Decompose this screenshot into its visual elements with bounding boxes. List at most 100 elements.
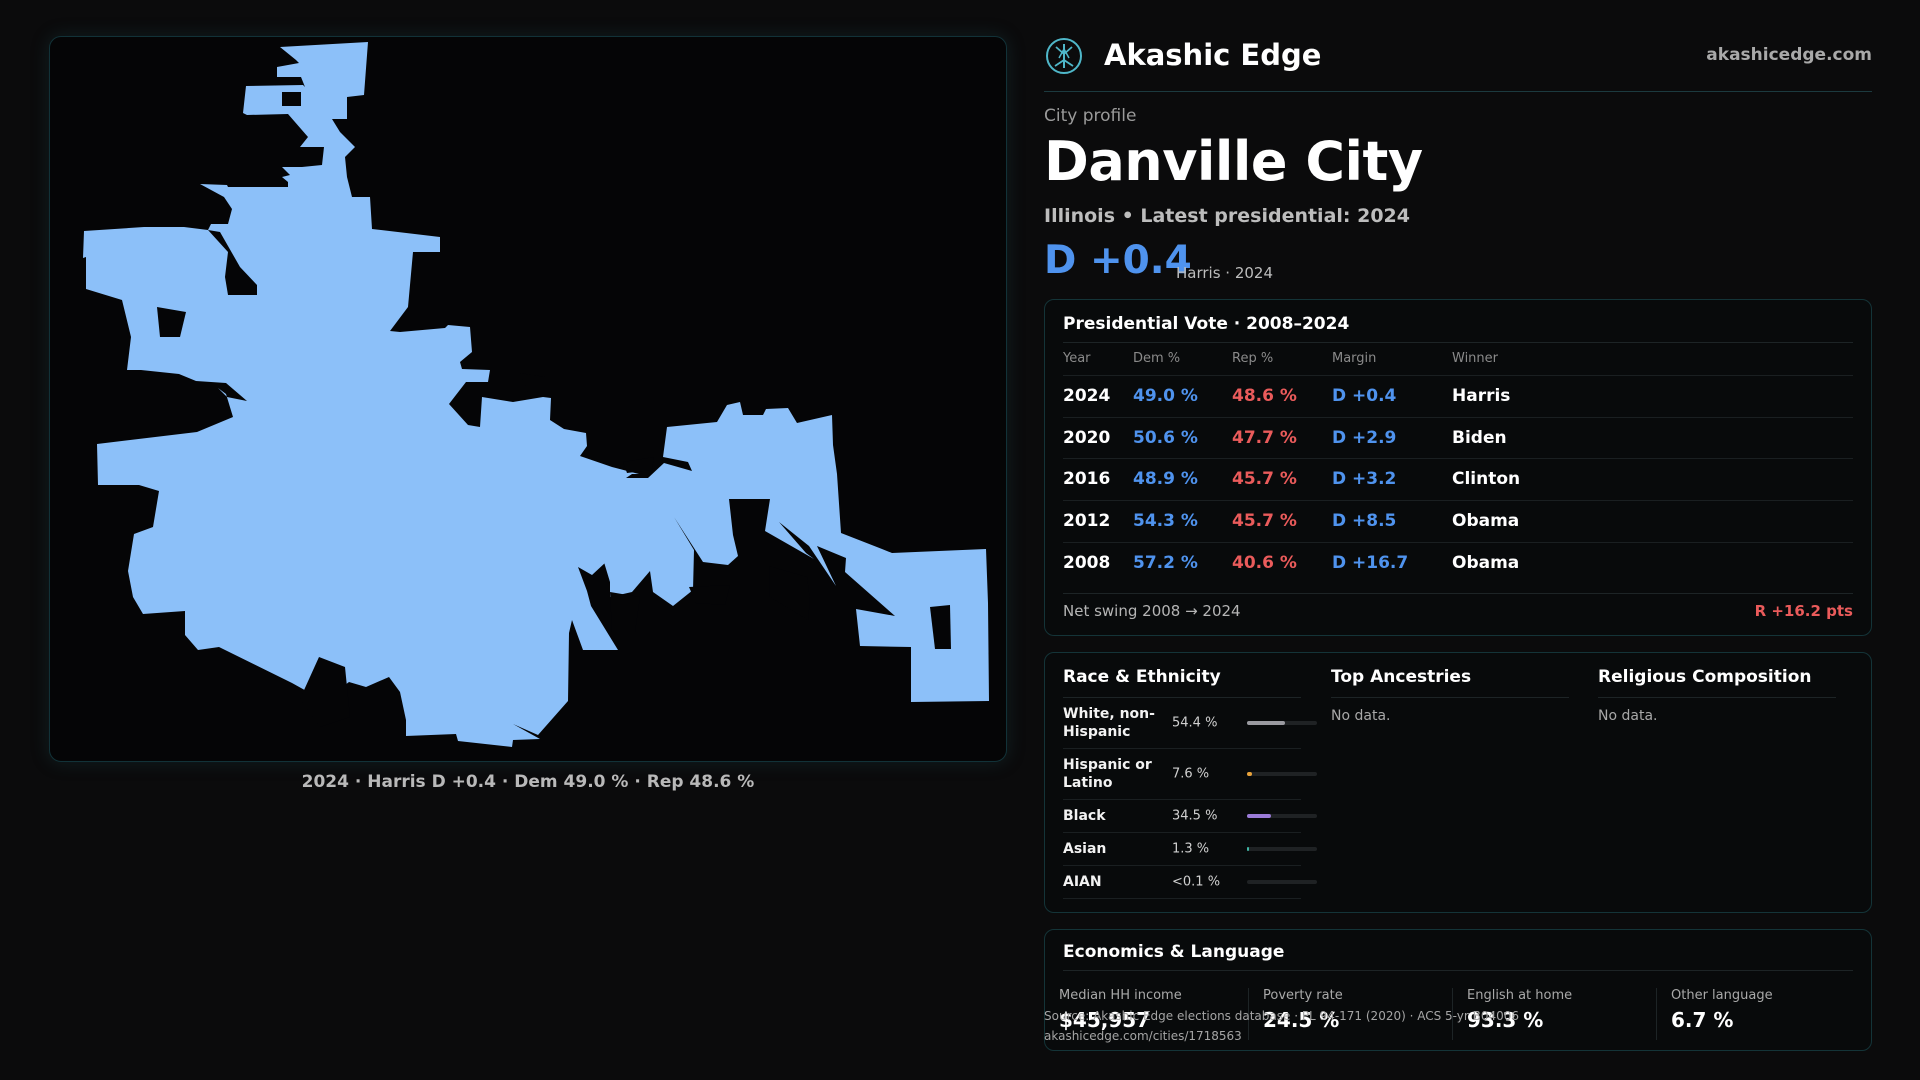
race-percent: 1.3 % bbox=[1172, 841, 1210, 857]
race-percent: 54.4 % bbox=[1172, 715, 1218, 731]
race-ethnicity-section: Race & Ethnicity White, non-Hispanic 54.4… bbox=[1063, 667, 1317, 899]
vote-card-title: Presidential Vote · 2008–2024 bbox=[1063, 314, 1350, 334]
presidential-vote-card: Presidential Vote · 2008–2024 Year Dem %… bbox=[1044, 299, 1872, 636]
cell-winner: Clinton bbox=[1452, 469, 1521, 489]
race-row: White, non-Hispanic 54.4 % bbox=[1063, 698, 1317, 749]
demographics-card: Race & Ethnicity White, non-Hispanic 54.4… bbox=[1044, 652, 1872, 913]
race-percent: 7.6 % bbox=[1172, 766, 1210, 782]
economics-card: Economics & Language Median HH income $4… bbox=[1044, 929, 1872, 1051]
cell-year: 2020 bbox=[1063, 428, 1111, 448]
race-list: White, non-Hispanic 54.4 % Hispanic or Lat… bbox=[1063, 698, 1317, 899]
race-percent: <0.1 % bbox=[1172, 874, 1221, 890]
table-row: 2020 50.6 % 47.7 % D +2.9 Biden bbox=[1063, 417, 1853, 459]
religion-section: Religious Composition No data. bbox=[1598, 667, 1836, 724]
boundary-hole bbox=[610, 592, 640, 632]
stat-label: Poverty rate bbox=[1263, 988, 1343, 1003]
cell-margin: D +2.9 bbox=[1332, 428, 1397, 448]
cell-rep: 45.7 % bbox=[1232, 511, 1297, 531]
race-share-bar bbox=[1247, 847, 1317, 851]
table-row: 2016 48.9 % 45.7 % D +3.2 Clinton bbox=[1063, 458, 1853, 500]
race-share-fill bbox=[1247, 721, 1286, 725]
boundary-hole bbox=[930, 605, 951, 649]
cell-margin: D +8.5 bbox=[1332, 511, 1397, 531]
ancestries-section-title: Top Ancestries bbox=[1331, 667, 1569, 698]
race-label: AIAN bbox=[1063, 873, 1102, 890]
race-row: Hispanic or Latino 7.6 % bbox=[1063, 749, 1317, 800]
source-footer: Source: Akashic Edge elections database … bbox=[1044, 1006, 1519, 1046]
city-permalink[interactable]: akashicedge.com/cities/1718563 bbox=[1044, 1029, 1242, 1043]
race-share-bar bbox=[1247, 814, 1317, 818]
net-swing-value: R +16.2 pts bbox=[1754, 602, 1853, 620]
boundary-hole bbox=[157, 307, 186, 337]
headline-margin: D +0.4 bbox=[1044, 238, 1192, 283]
page-title: Danville City bbox=[1044, 130, 1423, 193]
stat-other-language: Other language 6.7 % bbox=[1657, 988, 1861, 1040]
race-share-fill bbox=[1247, 772, 1253, 776]
net-swing-label: Net swing 2008 → 2024 bbox=[1063, 602, 1241, 620]
race-percent: 34.5 % bbox=[1172, 808, 1218, 824]
boundary-main bbox=[83, 42, 989, 747]
city-map-panel bbox=[49, 36, 1007, 762]
city-boundary-map bbox=[83, 42, 989, 747]
race-share-bar bbox=[1247, 721, 1317, 725]
stat-value: 6.7 % bbox=[1671, 1008, 1734, 1032]
boundary-hole bbox=[689, 585, 730, 605]
table-row: 2024 49.0 % 48.6 % D +0.4 Harris bbox=[1063, 375, 1853, 417]
race-row: Asian 1.3 % bbox=[1063, 833, 1317, 866]
race-share-fill bbox=[1247, 814, 1272, 818]
ancestries-section: Top Ancestries No data. bbox=[1331, 667, 1569, 724]
race-label: White, non-Hispanic bbox=[1063, 705, 1155, 740]
cell-rep: 45.7 % bbox=[1232, 469, 1297, 489]
boundary-hole bbox=[623, 457, 654, 473]
race-share-bar bbox=[1247, 772, 1317, 776]
stat-value: $45,957 bbox=[1059, 1008, 1151, 1032]
brand-name: Akashic Edge bbox=[1104, 38, 1322, 72]
cell-year: 2012 bbox=[1063, 511, 1111, 531]
col-header-winner: Winner bbox=[1452, 351, 1499, 366]
divider bbox=[1063, 593, 1853, 594]
divider bbox=[1063, 342, 1853, 343]
race-label: Asian bbox=[1063, 840, 1107, 857]
cell-rep: 47.7 % bbox=[1232, 428, 1297, 448]
cell-year: 2024 bbox=[1063, 386, 1111, 406]
cell-dem: 49.0 % bbox=[1133, 386, 1198, 406]
map-caption: 2024 · Harris D +0.4 · Dem 49.0 % · Rep … bbox=[301, 772, 755, 792]
cell-dem: 54.3 % bbox=[1133, 511, 1198, 531]
cell-dem: 48.9 % bbox=[1133, 469, 1198, 489]
divider bbox=[1063, 970, 1853, 971]
cell-rep: 40.6 % bbox=[1232, 553, 1297, 573]
stat-label: English at home bbox=[1467, 988, 1573, 1003]
source-citation: Source: Akashic Edge elections database … bbox=[1044, 1009, 1520, 1023]
stat-english-home: English at home 93.3 % bbox=[1453, 988, 1657, 1040]
stat-label: Other language bbox=[1671, 988, 1773, 1003]
race-label: Hispanic or Latino bbox=[1063, 756, 1152, 791]
cell-dem: 57.2 % bbox=[1133, 553, 1198, 573]
race-row: AIAN <0.1 % bbox=[1063, 866, 1317, 899]
page-kicker: City profile bbox=[1044, 106, 1137, 126]
race-row: Black 34.5 % bbox=[1063, 800, 1317, 833]
stat-label: Median HH income bbox=[1059, 988, 1182, 1003]
stat-value: 93.3 % bbox=[1467, 1008, 1544, 1032]
boundary-hole bbox=[300, 657, 350, 727]
brand-url-link[interactable]: akashicedge.com bbox=[1706, 45, 1872, 65]
cell-year: 2016 bbox=[1063, 469, 1111, 489]
cell-rep: 48.6 % bbox=[1232, 386, 1297, 406]
cell-margin: D +0.4 bbox=[1332, 386, 1397, 406]
col-header-dem: Dem % bbox=[1133, 351, 1181, 366]
economics-card-title: Economics & Language bbox=[1063, 942, 1285, 962]
cell-margin: D +16.7 bbox=[1332, 553, 1409, 573]
col-header-rep: Rep % bbox=[1232, 351, 1274, 366]
boundary-hole bbox=[208, 230, 257, 295]
stat-median-income: Median HH income $45,957 bbox=[1045, 988, 1249, 1040]
cell-margin: D +3.2 bbox=[1332, 469, 1397, 489]
race-share-bar bbox=[1247, 880, 1317, 884]
ancestries-empty-state: No data. bbox=[1331, 708, 1391, 724]
col-header-year: Year bbox=[1063, 351, 1091, 366]
cell-winner: Harris bbox=[1452, 386, 1511, 406]
profile-column: Akashic Edge akashicedge.com City profil… bbox=[1044, 0, 1872, 1080]
table-row: 2012 54.3 % 45.7 % D +8.5 Obama bbox=[1063, 500, 1853, 542]
cell-year: 2008 bbox=[1063, 553, 1111, 573]
religion-empty-state: No data. bbox=[1598, 708, 1658, 724]
brand-header: Akashic Edge akashicedge.com bbox=[1044, 32, 1872, 92]
cell-winner: Obama bbox=[1452, 553, 1520, 573]
